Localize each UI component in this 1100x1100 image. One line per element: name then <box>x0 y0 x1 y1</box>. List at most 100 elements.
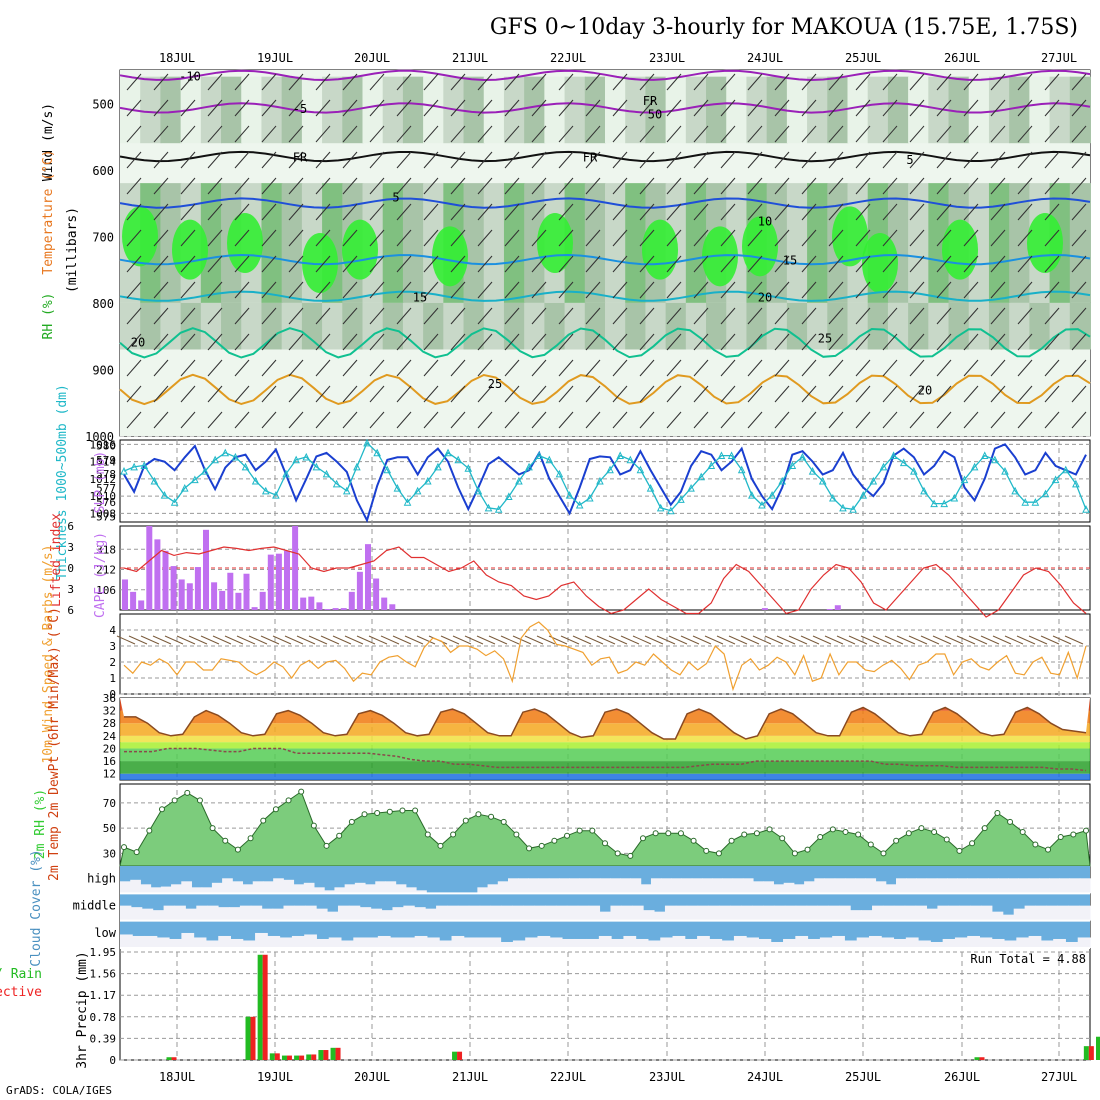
wind-barb-10m <box>920 635 940 645</box>
wind-barb-10m <box>272 635 292 645</box>
wind-barb <box>234 151 250 169</box>
cloud-clear-bar <box>439 940 453 948</box>
wind-barb <box>828 177 844 195</box>
wind-barb <box>801 73 817 91</box>
wind-barb <box>747 281 763 299</box>
cloud-clear-bar <box>304 934 317 948</box>
wind-barb <box>882 73 898 91</box>
cape-ytick-label: 318 <box>96 543 116 556</box>
precip-total-bar <box>318 1050 324 1060</box>
wind-barb <box>531 385 547 403</box>
date-label-bottom: 23JUL <box>649 1070 685 1084</box>
wind-barb <box>612 73 628 91</box>
cloud-clear-bar <box>152 910 165 921</box>
isotherm-line <box>119 290 1091 302</box>
wind-barb <box>477 229 493 247</box>
rh-band-upper <box>928 76 950 144</box>
thickness-marker <box>423 476 432 485</box>
rh-band-upper <box>948 76 970 144</box>
wind-barb <box>585 99 601 117</box>
wind-ytick-label: 3 <box>109 640 116 653</box>
run-total-label: Run Total = 4.88 <box>970 952 1086 966</box>
cloud-clear-bar <box>381 910 393 921</box>
temp-ytick-label: 28 <box>103 717 116 730</box>
wind-barb <box>234 203 250 221</box>
slp-ytick-label: 1014 <box>90 456 117 469</box>
wind-barb-10m <box>380 635 400 645</box>
wind-barb-10m <box>224 635 244 645</box>
cloud-clear-bar <box>171 884 182 894</box>
wind-barb <box>504 307 520 325</box>
rh-band-upper <box>463 76 485 144</box>
wind-barb <box>288 411 304 429</box>
wind-barb <box>261 73 277 91</box>
rh-band-low <box>160 302 182 350</box>
wind-barb-10m <box>620 635 640 645</box>
cloud-clear-bar <box>525 937 538 948</box>
chart-title: GFS 0~10day 3-hourly for MAKOUA (15.75E,… <box>490 15 1078 40</box>
thickness-marker <box>748 491 756 499</box>
cape-bar <box>251 607 258 610</box>
wind-barb <box>288 229 304 247</box>
wind-barb <box>774 281 790 299</box>
rh-marker <box>576 827 583 834</box>
cloud-clear-bar <box>635 938 649 948</box>
wind-barb <box>369 359 385 377</box>
cloud-clear-bar <box>479 905 492 921</box>
rh-band-low <box>301 302 324 350</box>
thickness-marker <box>788 461 797 469</box>
cloud-clear-bar <box>354 882 366 894</box>
cloud-clear-bar <box>856 937 870 948</box>
wind-barb <box>639 385 655 403</box>
wind-barb <box>180 333 196 351</box>
rh-marker <box>564 832 571 839</box>
temp-ytick-label: 16 <box>103 755 116 768</box>
wind-barb <box>531 99 547 117</box>
wind-barb <box>180 255 196 273</box>
cloud-clear-bar <box>537 935 551 948</box>
wind-barb-10m <box>752 635 772 645</box>
thickness-marker <box>1041 489 1050 498</box>
wind-barb <box>234 307 250 325</box>
wind-barb <box>963 255 979 273</box>
wind-barb <box>855 333 871 351</box>
rh-marker <box>652 830 659 837</box>
wind-barb <box>558 411 574 429</box>
wind-barb-10m <box>392 635 412 645</box>
wind-barb <box>936 411 952 429</box>
rh-band-mid <box>1009 183 1031 303</box>
isotherm-line <box>119 69 1091 82</box>
wind-barb-10m <box>464 635 484 645</box>
thickness-marker <box>920 486 928 495</box>
rh-band-upper <box>483 76 505 144</box>
date-label-bottom: 21JUL <box>452 1070 488 1084</box>
cloud-clear-bar <box>730 905 742 921</box>
cloud-clear-bar <box>915 905 928 921</box>
wind-barb <box>774 151 790 169</box>
cloud-clear-bar <box>487 884 499 894</box>
wind-barb <box>612 333 628 351</box>
cloud-clear-bar <box>353 937 367 948</box>
rh-band-upper <box>1069 76 1091 144</box>
rh-cell <box>342 219 378 280</box>
wind-barb <box>558 203 574 221</box>
wind-barb <box>855 177 871 195</box>
wind-barb <box>450 177 466 195</box>
wind-barb <box>261 411 277 429</box>
cloud-clear-bar <box>721 940 735 948</box>
rh-band-low <box>1029 302 1051 350</box>
wind-barb <box>450 281 466 299</box>
profile-ytick-label: 1000 <box>85 430 114 444</box>
wind-barb <box>747 385 763 403</box>
wind-barb <box>396 99 412 117</box>
rh-band-mid <box>160 183 182 303</box>
wind-barb-10m <box>608 635 628 645</box>
wind-barb <box>153 177 169 195</box>
profile-ytick-label: 500 <box>92 97 114 111</box>
wind-barb-10m <box>500 635 520 645</box>
wind-barb <box>531 255 547 273</box>
wind-barb <box>477 333 493 351</box>
cloud-clear-bar <box>549 937 563 948</box>
cloud-clear-bar <box>512 905 524 921</box>
